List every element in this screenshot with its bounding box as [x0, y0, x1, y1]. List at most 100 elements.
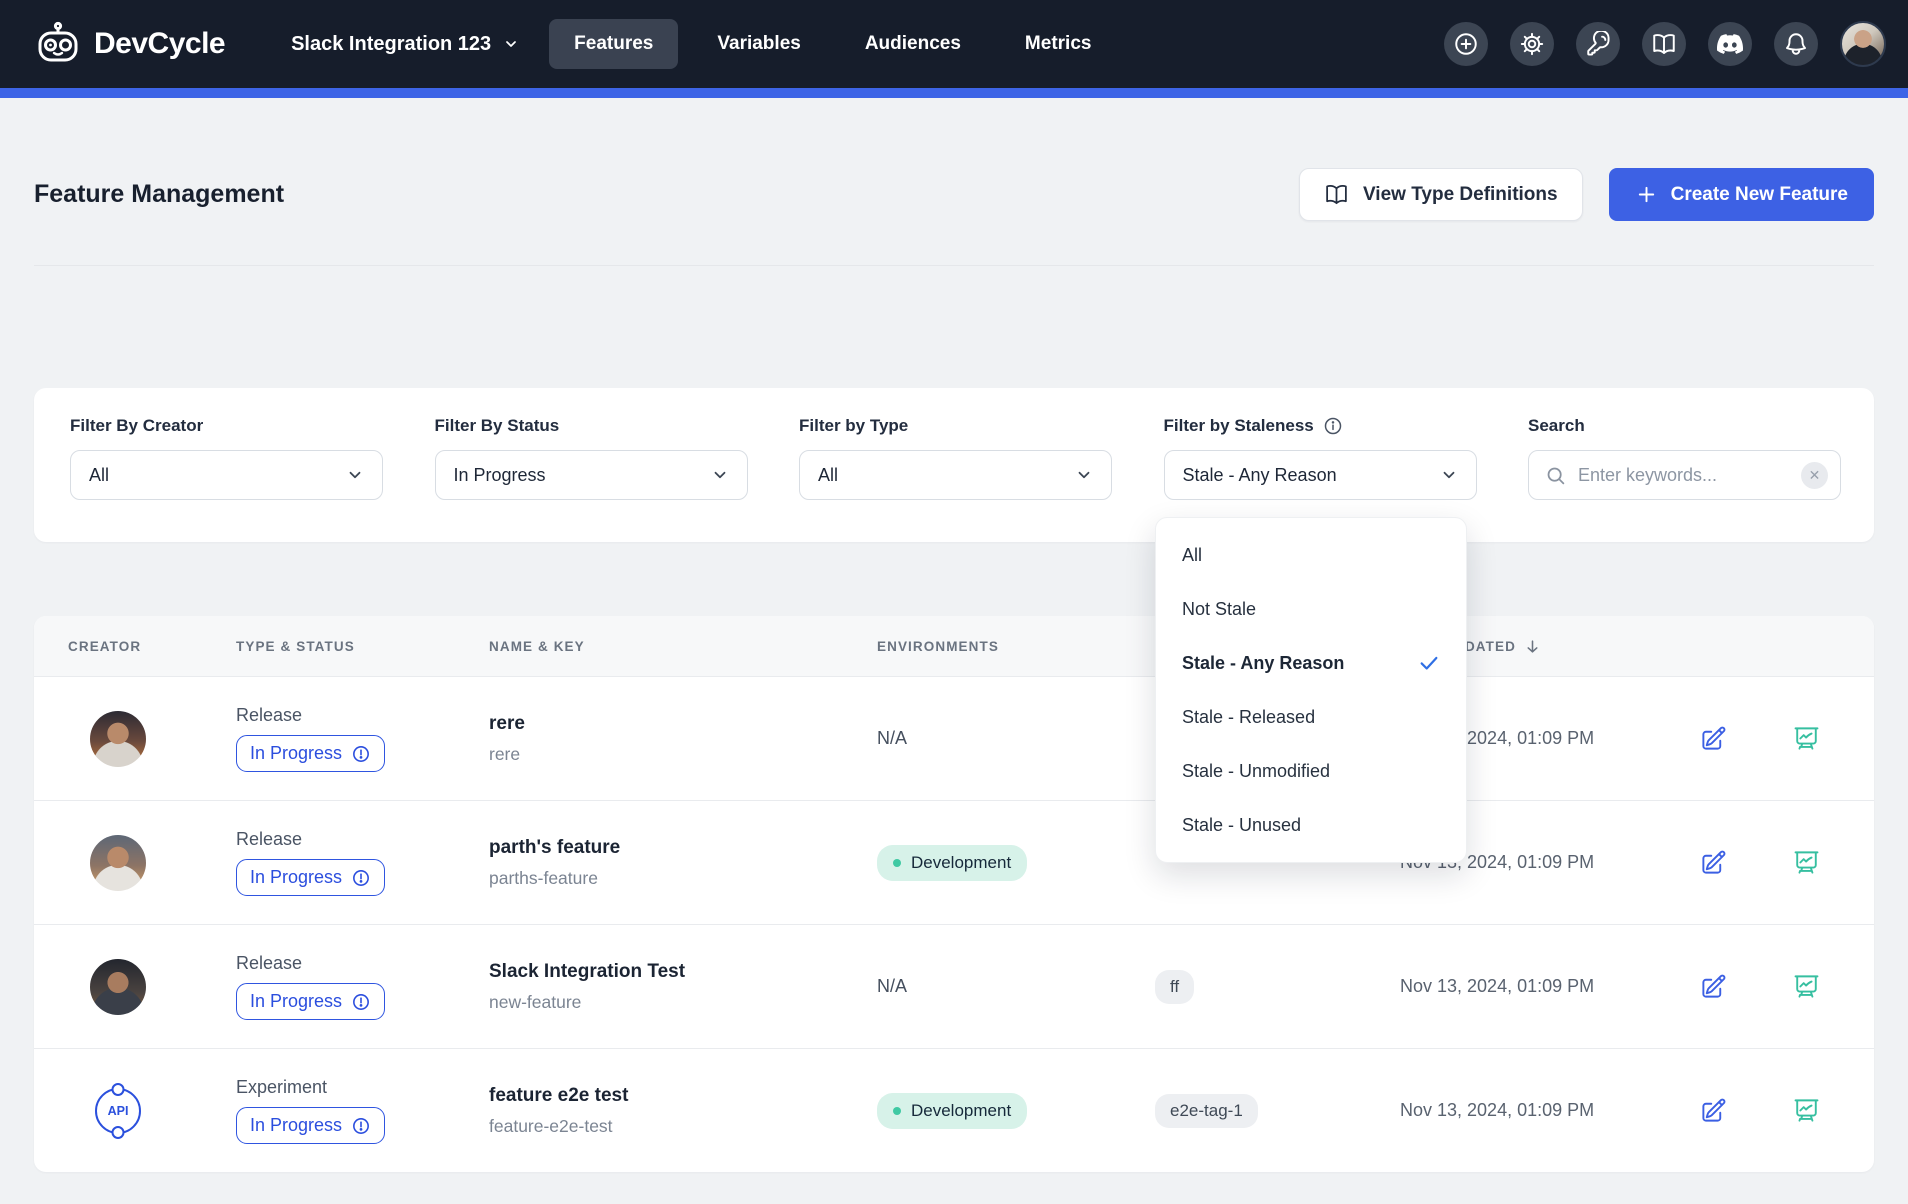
tab-variables[interactable]: Variables: [692, 19, 825, 69]
edit-feature-icon[interactable]: [1700, 849, 1727, 876]
exclamation-circle-icon: [351, 744, 371, 764]
info-icon[interactable]: [1323, 416, 1343, 436]
tags-cell: ff: [1155, 970, 1400, 1004]
filter-creator-label: Filter By Creator: [70, 416, 383, 436]
feature-key: feature-e2e-test: [489, 1116, 877, 1137]
table-row[interactable]: Release In Progress parth's feature part…: [34, 800, 1874, 924]
user-avatar[interactable]: [1840, 21, 1886, 67]
settings-gear-icon: [1519, 31, 1545, 57]
search-label: Search: [1528, 416, 1841, 436]
status-label: In Progress: [250, 991, 342, 1012]
search-icon: [1545, 465, 1566, 486]
view-type-definitions-label: View Type Definitions: [1363, 184, 1558, 206]
search-input[interactable]: [1578, 465, 1789, 486]
creator-avatar: [90, 711, 146, 767]
feature-key: parths-feature: [489, 868, 877, 889]
name-key-cell: parth's feature parths-feature: [489, 837, 877, 889]
menu-item-label: Stale - Unused: [1182, 815, 1301, 836]
feature-type: Release: [236, 829, 489, 850]
chevron-down-icon: [1440, 466, 1458, 484]
settings-button[interactable]: [1510, 22, 1554, 66]
clear-search-button[interactable]: ✕: [1801, 462, 1828, 489]
status-label: In Progress: [250, 743, 342, 764]
table-row[interactable]: Release In Progress Slack Integration Te…: [34, 924, 1874, 1048]
col-header-type-status: TYPE & STATUS: [236, 639, 489, 654]
col-header-creator: CREATOR: [68, 639, 236, 654]
creator-avatar: [90, 959, 146, 1015]
menu-item-all[interactable]: All: [1156, 528, 1466, 582]
table-header-row: CREATOR TYPE & STATUS NAME & KEY ENVIRON…: [34, 616, 1874, 676]
actions-cell: [1645, 849, 1874, 876]
docs-button[interactable]: [1642, 22, 1686, 66]
tab-metrics[interactable]: Metrics: [1000, 19, 1117, 69]
menu-item-label: Not Stale: [1182, 599, 1256, 620]
edit-feature-icon[interactable]: [1700, 1097, 1727, 1124]
environment-dot-icon: [893, 1107, 901, 1115]
api-key-icon: [1585, 31, 1611, 57]
filter-status-select[interactable]: In Progress: [435, 450, 748, 500]
filter-type-select[interactable]: All: [799, 450, 1112, 500]
edit-feature-icon[interactable]: [1700, 725, 1727, 752]
add-icon: [1453, 31, 1479, 57]
environment-value: Development: [911, 1101, 1011, 1121]
environments-cell: N/A: [877, 976, 1155, 997]
table-row[interactable]: API Experiment In Progress feature e2e t…: [34, 1048, 1874, 1172]
col-header-updated[interactable]: UPDATED: [1444, 638, 1645, 655]
view-type-definitions-button[interactable]: View Type Definitions: [1299, 168, 1583, 221]
add-button[interactable]: [1444, 22, 1488, 66]
devcycle-logo[interactable]: DevCycle: [34, 20, 225, 68]
api-keys-button[interactable]: [1576, 22, 1620, 66]
filter-type-group: Filter by Type All: [799, 416, 1112, 542]
chevron-down-icon: [1075, 466, 1093, 484]
accent-strip: [0, 88, 1908, 98]
chevron-down-icon: [346, 466, 364, 484]
menu-item-stale-unmodified[interactable]: Stale - Unmodified: [1156, 744, 1466, 798]
filter-creator-select[interactable]: All: [70, 450, 383, 500]
create-new-feature-button[interactable]: Create New Feature: [1609, 168, 1874, 221]
table-row[interactable]: Release In Progress rere rere N/A Nov 13…: [34, 676, 1874, 800]
status-label: In Progress: [250, 867, 342, 888]
discord-button[interactable]: [1708, 22, 1752, 66]
environment-value: Development: [911, 853, 1011, 873]
feature-metrics-icon[interactable]: [1793, 849, 1820, 876]
menu-item-stale-released[interactable]: Stale - Released: [1156, 690, 1466, 744]
feature-metrics-icon[interactable]: [1793, 973, 1820, 1000]
chevron-down-icon: [711, 466, 729, 484]
type-status-cell: Release In Progress: [236, 705, 489, 772]
filter-staleness-select[interactable]: Stale - Any Reason: [1164, 450, 1477, 500]
discord-icon: [1717, 31, 1743, 57]
menu-item-stale-any-reason[interactable]: Stale - Any Reason: [1156, 636, 1466, 690]
tags-cell: e2e-tag-1: [1155, 1094, 1400, 1128]
tab-audiences[interactable]: Audiences: [840, 19, 986, 69]
environment-badge: Development: [877, 845, 1027, 881]
updated-cell: Nov 13, 2024, 01:09 PM: [1400, 976, 1645, 997]
notifications-button[interactable]: [1774, 22, 1818, 66]
menu-item-not-stale[interactable]: Not Stale: [1156, 582, 1466, 636]
creator-avatar: [90, 835, 146, 891]
filter-creator-group: Filter By Creator All: [70, 416, 383, 542]
filter-bar: Filter By Creator All Filter By Status I…: [34, 388, 1874, 542]
type-status-cell: Release In Progress: [236, 953, 489, 1020]
page-header: Feature Management View Type Definitions…: [34, 98, 1874, 221]
environments-cell: N/A: [877, 728, 1155, 749]
edit-feature-icon[interactable]: [1700, 973, 1727, 1000]
exclamation-circle-icon: [351, 992, 371, 1012]
tag-badge: e2e-tag-1: [1155, 1094, 1258, 1128]
primary-nav-tabs: Features Variables Audiences Metrics: [549, 19, 1116, 69]
feature-metrics-icon[interactable]: [1793, 1097, 1820, 1124]
menu-item-stale-unused[interactable]: Stale - Unused: [1156, 798, 1466, 852]
status-badge: In Progress: [236, 735, 385, 772]
type-status-cell: Experiment In Progress: [236, 1077, 489, 1144]
filter-type-value: All: [818, 465, 838, 486]
features-table: CREATOR TYPE & STATUS NAME & KEY ENVIRON…: [34, 616, 1874, 1172]
feature-metrics-icon[interactable]: [1793, 725, 1820, 752]
creator-cell: [68, 711, 236, 767]
project-selector[interactable]: Slack Integration 123: [291, 33, 519, 56]
tab-features[interactable]: Features: [549, 19, 678, 69]
environment-value: N/A: [877, 728, 907, 748]
header-divider: [34, 265, 1874, 266]
project-name: Slack Integration 123: [291, 33, 491, 56]
status-badge: In Progress: [236, 983, 385, 1020]
creator-cell: [68, 835, 236, 891]
filter-status-label: Filter By Status: [435, 416, 748, 436]
